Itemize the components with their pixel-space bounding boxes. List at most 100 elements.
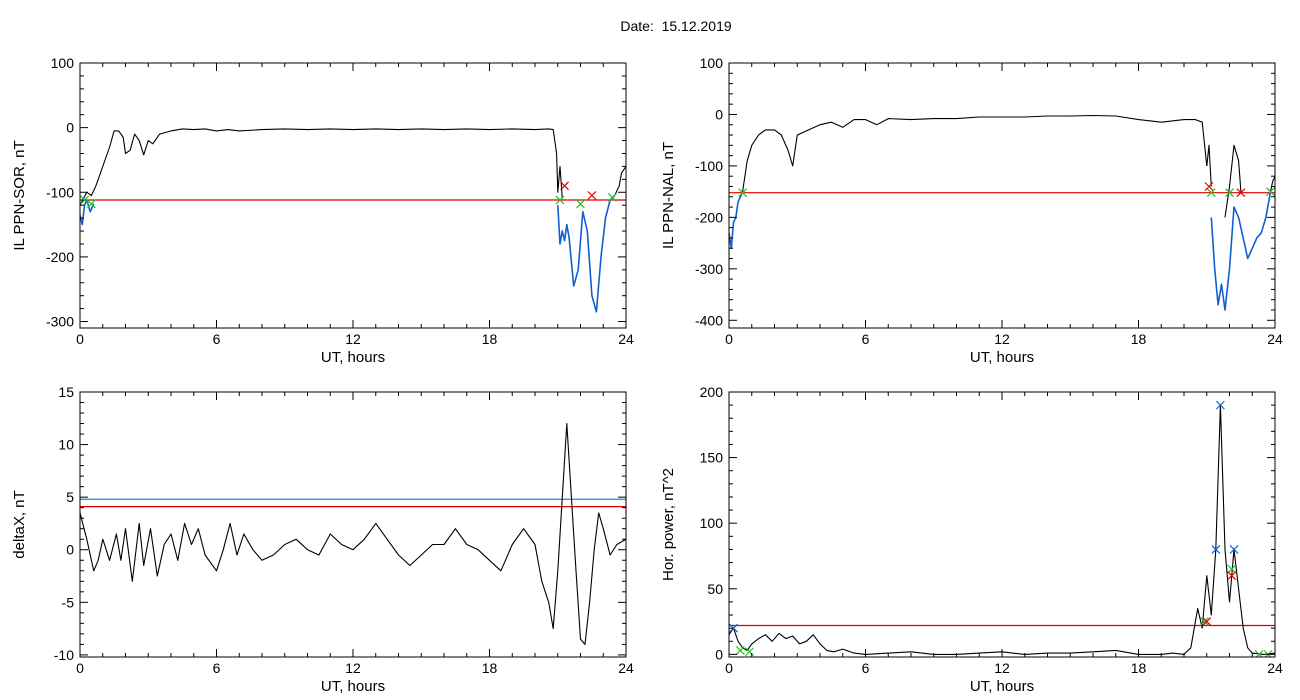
x-tick-label: 12 [994, 331, 1010, 347]
marker-stroke [576, 199, 585, 209]
marker-stroke [1266, 187, 1275, 197]
series-line-4 [614, 166, 626, 196]
marker-stroke [1211, 545, 1221, 554]
plot-frame [79, 391, 627, 658]
marker-green [735, 646, 745, 655]
marker-green [1266, 187, 1275, 197]
x-tick-label: 12 [994, 660, 1010, 676]
y-tick-label: -300 [46, 314, 74, 330]
marker-stroke [1227, 571, 1237, 581]
marker-green [1225, 188, 1234, 198]
x-tick-label: 24 [618, 660, 634, 676]
x-tick-label: 18 [1131, 331, 1147, 347]
marker-blue [1215, 400, 1225, 410]
y-tick-label: 5 [66, 489, 74, 505]
x-tick-label: 24 [1267, 331, 1283, 347]
x-tick-label: 6 [213, 331, 221, 347]
x-tick-label: 0 [725, 331, 733, 347]
plot-area [729, 400, 1275, 657]
series-line-1 [729, 191, 744, 249]
y-tick-label: -100 [46, 184, 74, 200]
series-line-0 [729, 404, 1275, 655]
series-line-3 [557, 194, 616, 313]
plot-frame [728, 391, 1276, 658]
marker-red [560, 181, 569, 191]
marker-stroke [1206, 188, 1216, 198]
series-line-4 [1224, 144, 1242, 218]
marker-stroke [1255, 649, 1264, 657]
y-tick-label: -400 [695, 312, 723, 328]
marker-red [1236, 188, 1246, 198]
x-tick-label: 6 [862, 331, 870, 347]
marker-green [607, 193, 617, 202]
chart-sor: 0 6 12 18 24 -300 -200 -100 0 100 UT, hours IL PPN-… [11, 55, 634, 366]
x-axis-label: UT, hours [970, 349, 1034, 366]
y-tick-label: -5 [62, 594, 75, 610]
marker-stroke [80, 195, 89, 205]
marker-green [555, 195, 565, 205]
plot-area [80, 422, 626, 645]
marker-stroke [1204, 182, 1214, 191]
marker-stroke [729, 623, 738, 633]
marker-stroke [1229, 545, 1239, 554]
x-tick-label: 6 [862, 660, 870, 676]
plot-frame [79, 62, 627, 329]
chart-deltax: 0 6 12 18 24 -10 -5 0 5 10 15 UT, hours deltaX, nT [11, 384, 634, 695]
x-axis-label: UT, hours [321, 678, 385, 695]
marker-green [1227, 564, 1237, 574]
marker-stroke [1236, 188, 1246, 198]
page-title: Date: 15.12.2019 [620, 18, 732, 34]
series-line-1 [80, 199, 95, 226]
marker-stroke [1215, 400, 1225, 410]
series-line-3 [1210, 191, 1272, 311]
x-tick-label: 0 [725, 660, 733, 676]
marker-green [576, 199, 585, 209]
y-tick-label: -200 [695, 209, 723, 225]
marker-green [738, 188, 748, 198]
chart-power: 0 6 12 18 24 0 50 100 150 200 UT, hours Hor. power,… [660, 384, 1283, 695]
marker-stroke [560, 181, 569, 191]
marker-stroke [1202, 617, 1212, 627]
x-tick-label: 6 [213, 660, 221, 676]
y-tick-label: -300 [695, 261, 723, 277]
series-line-5 [1269, 175, 1275, 192]
marker-stroke [738, 188, 748, 198]
y-tick-label: 100 [700, 515, 724, 531]
x-tick-label: 24 [618, 331, 634, 347]
series-line-0 [80, 422, 626, 645]
marker-green [1206, 188, 1216, 198]
x-tick-label: 18 [482, 660, 498, 676]
y-tick-label: 0 [715, 646, 723, 662]
x-axis-label: UT, hours [970, 678, 1034, 695]
marker-blue [729, 623, 738, 633]
y-tick-label: 100 [700, 55, 724, 71]
series-line-0 [742, 114, 1208, 192]
plot-frame [728, 62, 1276, 329]
marker-red [1202, 617, 1212, 627]
marker-stroke [555, 195, 565, 205]
plot-area [80, 128, 626, 313]
x-tick-label: 18 [482, 331, 498, 347]
marker-green [86, 199, 96, 209]
marker-stroke [1225, 188, 1234, 198]
marker-red [1227, 571, 1237, 581]
y-tick-label: 0 [66, 542, 74, 558]
y-tick-label: 50 [707, 581, 723, 597]
y-tick-label: 10 [58, 437, 74, 453]
y-axis-label: IL PPN-NAL, nT [660, 142, 677, 249]
marker-blue [1211, 545, 1221, 554]
y-tick-label: 100 [51, 55, 75, 71]
marker-green [1200, 617, 1209, 627]
chart-nal: 0 6 12 18 24 -400 -300 -200 -100 0 100 UT, hours IL … [660, 55, 1283, 366]
y-tick-label: -100 [695, 158, 723, 174]
y-tick-label: 0 [66, 120, 74, 136]
marker-stroke [1227, 564, 1237, 574]
marker-stroke [1200, 617, 1209, 627]
series-line-2 [556, 153, 563, 199]
marker-stroke [745, 647, 754, 657]
y-axis-label: Hor. power, nT^2 [660, 468, 677, 581]
marker-stroke [607, 193, 617, 202]
y-tick-label: 200 [700, 384, 724, 400]
marker-green [80, 195, 89, 205]
